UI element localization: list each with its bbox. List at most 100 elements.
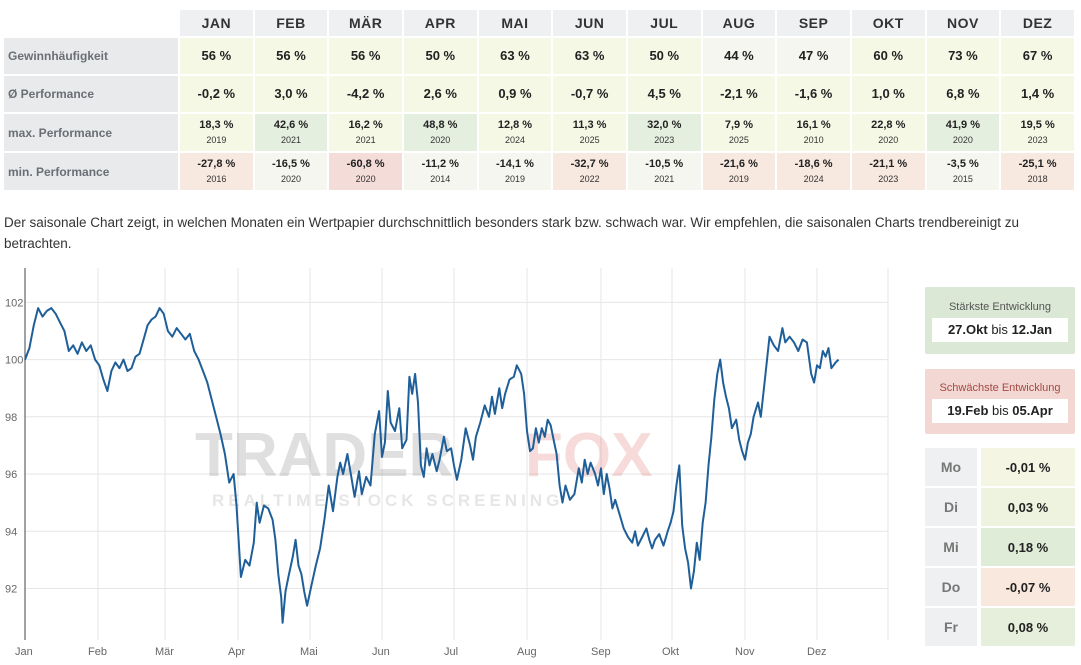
stat-year: 2023 [1027,134,1048,145]
stat-cell: 2,6 % [403,76,477,112]
month-header[interactable]: MÄR [329,10,402,36]
month-header[interactable]: NOV [926,10,1000,36]
weakest-to: 05.Apr [1012,403,1053,418]
row-label: Gewinnhäufigkeit [4,38,178,74]
stat-value: -0,7 % [570,86,609,101]
month-header[interactable]: JUL [627,10,701,36]
stat-cell: 11,3 % 2025 [553,114,626,151]
stat-cell: 50 % [403,38,477,74]
stat-year: 2014 [430,173,451,184]
month-header[interactable]: JUN [553,10,626,36]
stat-value: 16,1 % [796,118,831,131]
stat-year: 2023 [654,134,675,145]
stat-year: 2024 [803,173,824,184]
weekday-row: Do -0,07 % [925,568,1075,606]
watermark-brand-dark: TRADER [195,421,453,490]
weekday-value: 0,18 % [981,528,1075,566]
stat-value: 60 % [873,48,904,63]
month-header[interactable]: OKT [851,10,925,36]
stat-year: 2024 [504,134,525,145]
month-header[interactable]: APR [403,10,477,36]
stat-cell: -21,6 % 2019 [702,153,776,190]
stat-cell: 63 % [478,38,552,74]
traderfox-watermark: TRADER FOX REALTIME STOCK SCREENING [195,421,652,510]
stat-value: 56 % [276,48,306,63]
stat-value: 32,0 % [647,118,682,131]
weakest-sep: bis [992,403,1009,418]
row-label: min. Performance [4,153,178,190]
stat-cell: 16,1 % 2010 [777,114,850,151]
stat-value: -11,2 % [421,157,459,170]
seasonal-series-line [24,307,840,624]
seasonal-stats-table: JAN FEB MÄR APR MAI JUN JUL AUG SEP OKT … [2,8,1076,192]
stat-cell: 50 % [627,38,701,74]
stat-value: 22,8 % [871,118,906,131]
stat-cell: 56 % [254,38,328,74]
weakest-period-box: Schwächste Entwicklung 19.Feb bis 05.Apr [925,369,1075,434]
stat-value: 18,3 % [199,118,234,131]
x-tick-label: Jun [372,646,390,658]
stat-cell: -32,7 % 2022 [553,153,626,190]
stat-value: -21,6 % [719,157,758,170]
x-tick-label: Sep [591,646,611,658]
stat-value: 19,5 % [1020,118,1055,131]
weekday-label: Mi [925,528,977,566]
stat-value: -18,6 % [794,157,833,170]
stat-value: 63 % [574,48,605,63]
stat-cell: -14,1 % 2019 [478,153,552,190]
x-tick-label: Okt [662,646,679,658]
x-tick-label: Dez [807,646,827,658]
x-tick-label: Mär [155,646,174,658]
stat-cell: 6,8 % [926,76,1000,112]
x-tick-label: Jul [444,646,458,658]
weekday-row: Di 0,03 % [925,488,1075,526]
x-tick-label: Apr [228,646,245,658]
month-header[interactable]: MAI [478,10,552,36]
stat-value: 7,9 % [724,118,753,131]
month-header[interactable]: FEB [254,10,328,36]
chart-grid [24,268,889,640]
stat-year: 2015 [952,173,973,184]
x-tick-label: Aug [517,646,537,658]
stat-cell: 4,5 % [627,76,701,112]
stat-value: 41,9 % [945,118,981,131]
stat-year: 2021 [654,173,675,184]
stat-cell: 60 % [851,38,925,74]
seasonal-line-chart[interactable]: TRADER FOX REALTIME STOCK SCREENING 92 94… [0,268,905,665]
stat-cell: 0,9 % [478,76,552,112]
stat-value: -2,1 % [720,86,758,101]
stat-value: 48,8 % [423,118,458,131]
stat-cell: -18,6 % 2024 [777,153,850,190]
stat-value: 44 % [724,48,754,63]
stat-value: -27,8 % [197,157,236,170]
month-header[interactable]: JAN [180,10,253,36]
stat-value: 16,2 % [348,118,383,131]
month-header[interactable]: SEP [777,10,850,36]
stat-cell: -27,8 % 2016 [180,153,253,190]
watermark-tagline: REALTIME STOCK SCREENING [212,491,563,510]
stat-cell: 67 % [1001,38,1074,74]
weekday-label: Di [925,488,977,526]
stat-cell: 12,8 % 2024 [478,114,552,151]
stat-value: -60,8 % [346,157,385,170]
weekday-value: -0,01 % [981,448,1075,486]
stat-cell: -11,2 % 2014 [403,153,477,190]
month-header[interactable]: DEZ [1001,10,1074,36]
x-tick-label: Nov [735,646,755,658]
stat-value: -16,5 % [272,157,310,170]
weekday-label: Mo [925,448,977,486]
x-tick-label: Feb [88,646,107,658]
stat-cell: -21,1 % 2023 [851,153,925,190]
stat-value: 56 % [201,48,232,63]
weekday-label: Fr [925,608,977,646]
stat-value: -14,1 % [495,157,534,170]
strongest-from: 27.Okt [947,322,988,337]
weakest-from: 19.Feb [947,403,989,418]
stat-value: 4,5 % [647,86,681,101]
row-gewinnhaeufigkeit: Gewinnhäufigkeit 56 % 56 % 56 % 50 % 63 % 63 %… [4,38,1074,74]
stat-value: 50 % [649,48,680,63]
stat-value: 42,6 % [273,118,309,131]
weekday-value: -0,07 % [981,568,1075,606]
month-header[interactable]: AUG [702,10,776,36]
stat-cell: -3,5 % 2015 [926,153,1000,190]
